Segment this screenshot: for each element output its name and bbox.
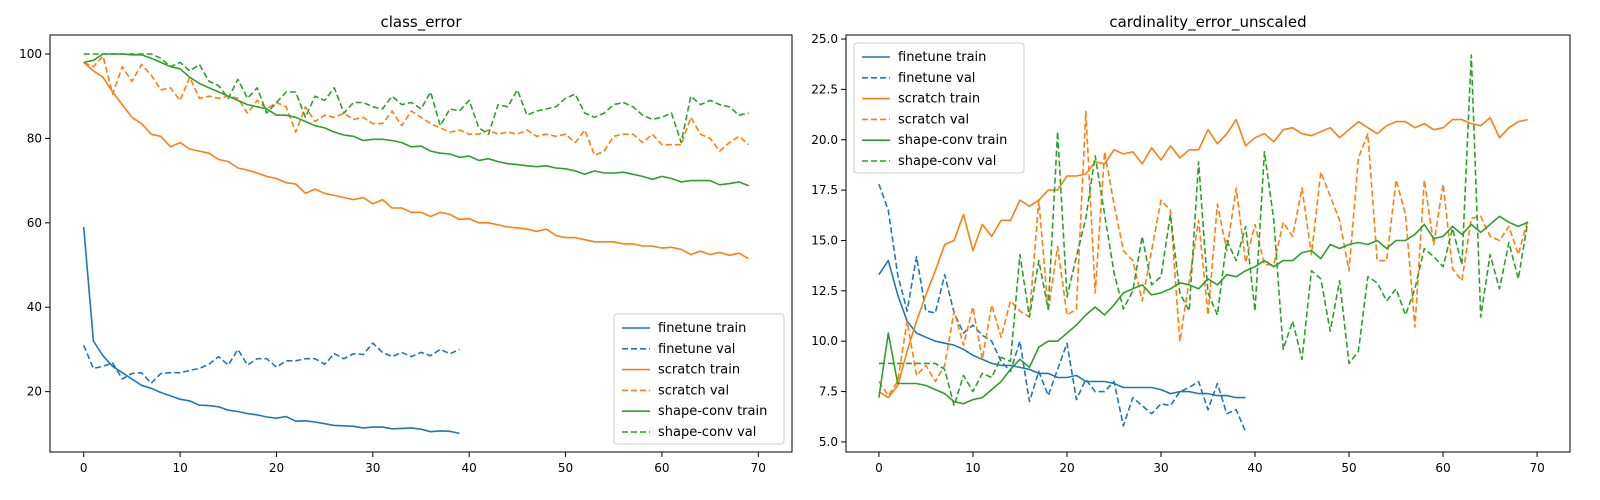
y-tick-label: 15.0 <box>811 233 838 247</box>
x-tick-label: 30 <box>1153 461 1168 475</box>
series-line-finetune-train <box>82 226 460 435</box>
x-tick-label: 70 <box>1529 461 1544 475</box>
legend-label: finetune train <box>658 321 746 336</box>
x-tick-label: 0 <box>875 461 883 475</box>
legend-label: scratch train <box>898 92 980 107</box>
x-tick-label: 0 <box>80 461 88 475</box>
chart-class-error: class_error 0 10 20 30 40 50 60 70 20 40 60 80 100 fi… <box>19 13 793 475</box>
x-tick-label: 20 <box>269 461 284 475</box>
series-line-finetune-train <box>878 259 1246 399</box>
legend-label: scratch train <box>658 363 740 378</box>
series-line-shape-conv-val <box>83 53 749 144</box>
legend-label: shape-conv val <box>658 425 756 440</box>
legend-box <box>853 42 1025 174</box>
series-line-shape-conv-train <box>83 53 749 187</box>
legend-label: shape-conv val <box>898 154 996 169</box>
x-tick-label: 70 <box>751 461 766 475</box>
legend-label: shape-conv train <box>898 133 1007 148</box>
y-tick-label: 100 <box>19 47 42 61</box>
y-tick-label: 20.0 <box>811 133 838 147</box>
plot-frame <box>49 34 793 453</box>
legend-label: finetune val <box>658 342 735 357</box>
x-tick-label: 60 <box>1435 461 1450 475</box>
legend-label: scratch val <box>898 112 969 127</box>
y-tick-label: 80 <box>27 131 42 145</box>
y-tick-label: 20 <box>27 385 42 399</box>
legend-label: shape-conv train <box>658 404 767 419</box>
series-line-shape-conv-val <box>878 54 1529 407</box>
legend-box <box>613 313 785 445</box>
chart-cardinality-error-unscaled: cardinality_error_unscaled 0 10 20 30 40 50 60… <box>811 13 1571 475</box>
series-line-scratch-train <box>83 61 749 260</box>
plot-frame <box>845 34 1571 453</box>
y-tick-label: 60 <box>27 216 42 230</box>
legend: finetune train finetune val scratch train s… <box>853 42 1025 174</box>
x-tick-label: 20 <box>1059 461 1074 475</box>
legend-label: finetune val <box>898 71 975 86</box>
x-tick-label: 50 <box>1341 461 1356 475</box>
x-tick-label: 40 <box>462 461 477 475</box>
x-tick-label: 10 <box>172 461 187 475</box>
series-line-scratch-train <box>878 116 1528 399</box>
y-tick-label: 25.0 <box>811 32 838 46</box>
x-tick-label: 40 <box>1247 461 1262 475</box>
series-line-finetune-val <box>82 342 460 385</box>
y-tick-label: 10.0 <box>811 334 838 348</box>
y-tick-label: 17.5 <box>811 183 838 197</box>
x-tick-label: 30 <box>365 461 380 475</box>
y-tick-label: 5.0 <box>819 435 838 449</box>
legend-label: scratch val <box>658 383 729 398</box>
y-tick-label: 7.5 <box>819 385 838 399</box>
y-tick-label: 22.5 <box>811 82 838 96</box>
chart-title: cardinality_error_unscaled <box>1109 13 1306 32</box>
series-line-finetune-val <box>878 183 1247 433</box>
series-line-shape-conv-train <box>878 215 1529 405</box>
series-line-scratch-val <box>878 110 1529 397</box>
y-tick-label: 40 <box>27 300 42 314</box>
x-tick-label: 50 <box>558 461 573 475</box>
chart-title: class_error <box>380 13 462 32</box>
x-tick-label: 60 <box>654 461 669 475</box>
legend-label: finetune train <box>898 50 986 65</box>
y-tick-label: 12.5 <box>811 284 838 298</box>
legend: finetune train finetune val scratch train s… <box>613 313 785 445</box>
x-tick-label: 10 <box>965 461 980 475</box>
